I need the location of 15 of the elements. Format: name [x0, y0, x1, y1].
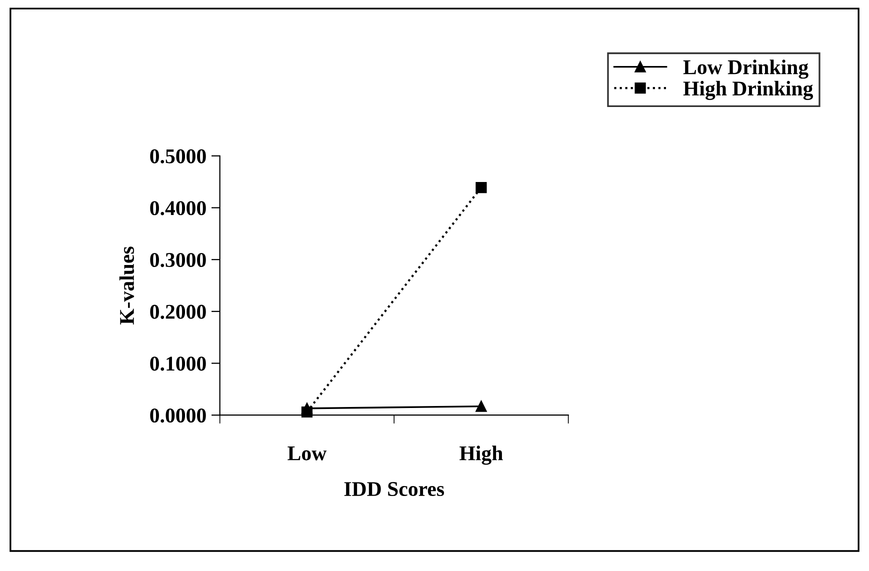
legend-label: Low Drinking: [683, 60, 808, 79]
point: [476, 182, 487, 194]
y-tick-label: 0.5000: [150, 149, 206, 164]
legend-label: High Drinking: [683, 80, 814, 100]
y-axis-title: K-values: [119, 246, 134, 324]
x-tick-label: Low: [288, 446, 327, 460]
point: [301, 402, 313, 414]
x-tick-label: High: [460, 446, 503, 465]
y-tick-label: 0.4000: [150, 201, 206, 216]
point: [476, 400, 487, 412]
y-tick-label: 0.3000: [150, 252, 206, 268]
y-tick-label: 0.1000: [150, 356, 206, 371]
y-tick-label: 0.2000: [150, 304, 206, 319]
y-tick-label: 0.0000: [150, 408, 206, 423]
x-axis-title: IDD Scores: [344, 482, 444, 496]
